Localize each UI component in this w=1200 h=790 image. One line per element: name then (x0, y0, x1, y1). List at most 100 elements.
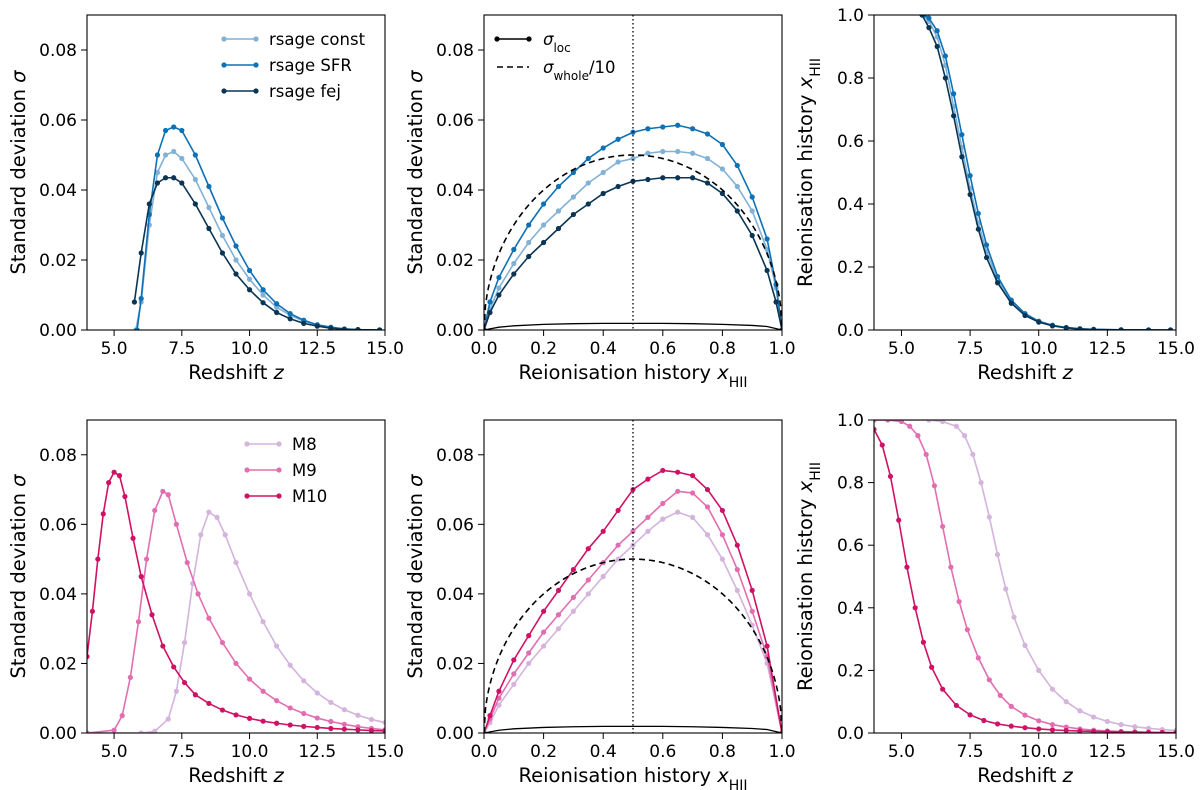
data-point (912, 605, 918, 611)
series-line-m10 (87, 471, 385, 732)
series-line-m10 (484, 469, 782, 733)
data-point (615, 159, 621, 165)
series-line-rsage-sfr (924, 15, 1171, 330)
x-tick-label: 0.2 (530, 339, 557, 359)
data-point (1063, 699, 1069, 705)
x-tick-label: 0.0 (470, 742, 497, 762)
x-tick-label: 15.0 (366, 742, 404, 762)
data-point (1077, 708, 1083, 714)
y-tick-label: 0.08 (39, 446, 77, 466)
data-point (301, 320, 307, 326)
data-point (879, 442, 885, 448)
data-point (986, 514, 992, 520)
y-axis-label: Standard deviation σ (7, 70, 30, 275)
data-point (1036, 319, 1042, 325)
data-point (645, 126, 651, 132)
panel-bottom-left: 5.0 7.5 10.0 12.5 15.0 0.00 0.02 0.04 0.06 0.08 Re… (7, 419, 404, 787)
data-point (287, 316, 293, 322)
data-point (1063, 727, 1069, 733)
data-point (929, 664, 935, 670)
data-point (600, 169, 606, 176)
data-point (162, 152, 169, 158)
data-point (920, 639, 927, 645)
data-point (600, 190, 606, 197)
data-point (1091, 326, 1097, 330)
data-point (368, 716, 375, 723)
data-point (1104, 729, 1110, 733)
data-point (487, 309, 493, 316)
y-tick-label: 0.6 (837, 132, 864, 152)
data-point (585, 546, 591, 552)
data-point (970, 451, 976, 458)
data-point (630, 155, 636, 162)
data-point (301, 710, 307, 717)
data-point (89, 608, 96, 614)
data-point (1167, 327, 1174, 330)
x-tick-label: 7.5 (957, 742, 984, 762)
data-point (100, 511, 106, 517)
data-point (994, 551, 1001, 558)
data-point (206, 183, 212, 190)
data-point (154, 180, 161, 186)
data-point (511, 681, 517, 687)
data-point (764, 643, 770, 649)
data-point (192, 152, 198, 158)
series-line-m9 (874, 420, 1176, 733)
data-point (555, 626, 562, 632)
data-point (749, 608, 755, 614)
data-point (997, 692, 1003, 699)
data-point (704, 180, 711, 186)
y-tick-label: 0.00 (436, 724, 474, 744)
data-point (994, 280, 1001, 286)
data-point (355, 727, 361, 733)
data-point (246, 287, 253, 293)
data-point (1132, 724, 1138, 730)
y-tick-label: 0.0 (837, 321, 864, 341)
data-point (675, 469, 681, 475)
data-point (675, 175, 681, 181)
data-point (328, 725, 334, 732)
data-point (940, 686, 946, 692)
data-point (287, 722, 293, 728)
data-point (630, 528, 636, 534)
data-point (314, 724, 320, 731)
data-point (184, 559, 190, 566)
x-axis-label: Redshift z (188, 764, 284, 787)
legend-marker (221, 62, 227, 68)
y-tick-label: 0.02 (39, 654, 77, 674)
series-line-m9 (484, 490, 782, 733)
legend-label: σwhole/10 (543, 58, 616, 83)
y-tick-label: 0.00 (39, 724, 77, 744)
data-point (994, 721, 1001, 727)
data-point (171, 148, 177, 155)
data-point (260, 718, 266, 724)
data-point (511, 657, 517, 663)
data-point (1145, 729, 1152, 733)
legend-marker (276, 441, 282, 447)
data-point (135, 619, 142, 625)
data-point (555, 612, 562, 618)
data-point (555, 225, 562, 232)
data-point (964, 627, 970, 633)
data-point (233, 243, 239, 249)
y-tick-label: 0.4 (837, 599, 864, 619)
x-tick-label: 10.0 (1020, 742, 1058, 762)
data-point (570, 169, 577, 176)
data-point (1036, 718, 1042, 724)
y-tick-label: 1.0 (837, 6, 864, 26)
data-point (585, 180, 591, 186)
data-point (898, 420, 905, 425)
data-point (260, 292, 266, 298)
data-point (526, 222, 532, 228)
y-tick-label: 0.02 (39, 251, 77, 271)
data-point (645, 528, 651, 534)
data-point (233, 257, 239, 263)
data-point (198, 532, 204, 538)
data-point (615, 507, 621, 514)
y-axis-label: Standard deviation σ (404, 70, 427, 275)
data-point (719, 507, 726, 514)
data-point (615, 183, 621, 190)
data-point (179, 127, 185, 134)
data-point (233, 271, 239, 277)
